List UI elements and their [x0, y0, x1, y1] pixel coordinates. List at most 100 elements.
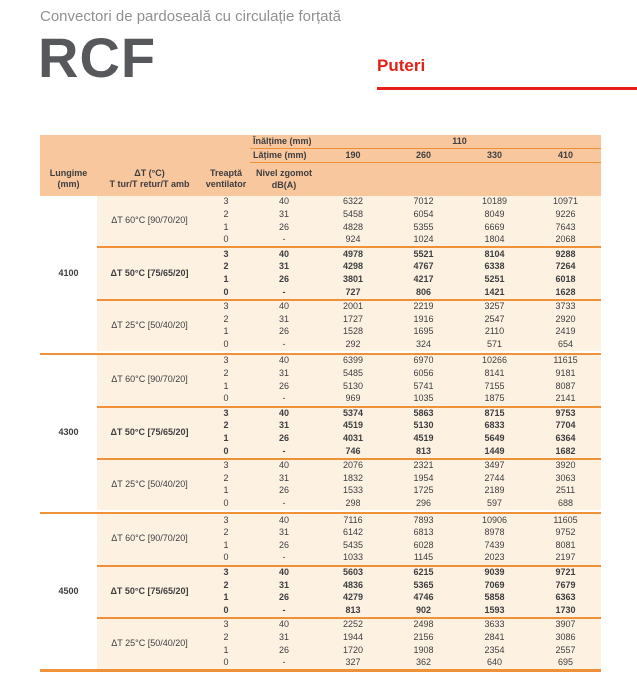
- fan-step-cell: 3: [202, 246, 250, 261]
- table-row: 1 26 1720 1908 2354 2557: [40, 644, 601, 657]
- power-cell: 1593: [459, 604, 530, 618]
- power-cell: 1908: [388, 644, 459, 657]
- col-header-text: Treaptă: [209, 168, 242, 178]
- fan-step-cell: 2: [202, 313, 250, 326]
- power-cell: 1145: [388, 552, 459, 566]
- power-cell: 2841: [459, 631, 530, 645]
- noise-cell: 31: [250, 420, 318, 433]
- power-cell: 806: [388, 286, 459, 300]
- power-cell: 1875: [459, 392, 530, 407]
- power-cell: 8141: [459, 367, 530, 381]
- noise-cell: 26: [250, 380, 318, 393]
- noise-cell: 26: [250, 432, 318, 446]
- table-row: 1 26 5130 5741 7155 8087: [40, 380, 601, 393]
- table-row: 1 26 4828 5355 6669 7643: [40, 221, 601, 234]
- table-row: 2 31 5485 6056 8141 9181: [40, 367, 601, 381]
- power-cell: 6054: [388, 208, 459, 222]
- header-blank-cell: [318, 162, 602, 196]
- noise-cell: 31: [250, 579, 318, 592]
- section-tab-label: Puteri: [377, 56, 426, 75]
- power-cell: 4298: [318, 260, 388, 274]
- power-cell: 8104: [459, 246, 530, 261]
- fan-step-cell: 1: [202, 539, 250, 553]
- length-cell: 4500: [40, 514, 97, 670]
- fan-step-cell: 0: [202, 392, 250, 407]
- noise-cell: 26: [250, 485, 318, 498]
- power-cell: 9753: [530, 405, 601, 421]
- section-tab-underline: [377, 87, 637, 90]
- table-row: 2 31 1832 1954 2744 3063: [40, 472, 601, 486]
- power-cell: 1727: [318, 313, 388, 326]
- power-cell: 7264: [530, 260, 601, 274]
- table-row: 0-1033 1145 2023 2197: [40, 552, 601, 566]
- power-cell: 4836: [318, 579, 388, 592]
- col-header-text: dB(A): [271, 179, 297, 190]
- noise-cell: 26: [250, 591, 318, 605]
- power-cell: 8049: [459, 208, 530, 222]
- noise-cell: 40: [250, 617, 318, 632]
- power-cell: 1024: [388, 233, 459, 248]
- table-row: ΔT 25°C [50/40/20] 3 40 2001 2219 3257 3733: [40, 298, 601, 352]
- power-cell: 5649: [459, 432, 530, 446]
- power-cell: 6215: [388, 564, 459, 580]
- fan-step-cell: 2: [202, 579, 250, 592]
- power-cell: 2197: [530, 552, 601, 566]
- table-row: 4500 ΔT 60°C [90/70/20] 3 40 7116 7893 10906 11…: [40, 514, 601, 670]
- power-cell: 9226: [530, 208, 601, 222]
- power-cell: 1682: [530, 445, 601, 459]
- power-cell: 746: [318, 445, 388, 459]
- power-cell: 9181: [530, 367, 601, 381]
- power-cell: 3086: [530, 631, 601, 645]
- noise-cell: 26: [250, 644, 318, 657]
- dt-cell: ΔT 60°C [90/70/20]: [97, 196, 202, 248]
- power-cell: 597: [459, 497, 530, 511]
- header-blank-cell: [40, 148, 250, 163]
- fan-step-cell: 0: [202, 286, 250, 300]
- table-row: 2 31 4836 5365 7069 7679: [40, 579, 601, 592]
- table-row: ΔT 50°C [75/65/20] 3 40 5374 5863 8715 9753: [40, 405, 601, 459]
- power-cell: 1033: [318, 552, 388, 566]
- fan-step-cell: 0: [202, 497, 250, 511]
- power-cell: 6322: [318, 196, 388, 209]
- noise-cell: -: [250, 338, 318, 352]
- noise-cell: -: [250, 392, 318, 407]
- dt-cell: ΔT 60°C [90/70/20]: [97, 355, 202, 407]
- width-value: 410: [530, 148, 602, 163]
- power-cell: 5365: [388, 579, 459, 592]
- power-cell: 9039: [459, 564, 530, 580]
- power-cell: 6018: [530, 273, 601, 287]
- width-value: 190: [318, 148, 388, 163]
- power-cell: 2547: [459, 313, 530, 326]
- table-row: 2 31 4519 5130 6833 7704: [40, 420, 601, 433]
- fan-step-cell: 1: [202, 325, 250, 339]
- product-code-title: RCF: [38, 26, 157, 89]
- fan-step-cell: 3: [202, 196, 250, 209]
- power-cell: 5603: [318, 564, 388, 580]
- dt-cell: ΔT 50°C [75/65/20]: [97, 246, 202, 300]
- noise-cell: 40: [250, 246, 318, 261]
- power-cell: 5374: [318, 405, 388, 421]
- power-cell: 4746: [388, 591, 459, 605]
- height-label: Înălțime (mm): [250, 135, 318, 149]
- power-cell: 7439: [459, 539, 530, 553]
- table-row: 0-298 296 597 688: [40, 497, 601, 511]
- table-row: 2 31 1944 2156 2841 3086: [40, 631, 601, 645]
- table-row: 2 31 4298 4767 6338 7264: [40, 260, 601, 274]
- power-cell: 9288: [530, 246, 601, 261]
- col-header-text: T tur/T retur/T amb: [109, 179, 190, 190]
- fan-step-cell: 2: [202, 367, 250, 381]
- power-cell: 7155: [459, 380, 530, 393]
- power-cell: 5130: [318, 380, 388, 393]
- fan-step-cell: 3: [202, 298, 250, 314]
- power-cell: 2252: [318, 617, 388, 632]
- power-cell: 2110: [459, 325, 530, 339]
- power-cell: 5521: [388, 246, 459, 261]
- dt-cell: ΔT 25°C [50/40/20]: [97, 457, 202, 511]
- power-cell: 327: [318, 656, 388, 670]
- dt-cell: ΔT 60°C [90/70/20]: [97, 514, 202, 566]
- power-cell: 3497: [459, 457, 530, 473]
- power-cell: 9721: [530, 564, 601, 580]
- table-row: ΔT 50°C [75/65/20] 3 40 5603 6215 9039 9721: [40, 564, 601, 618]
- noise-cell: 26: [250, 539, 318, 553]
